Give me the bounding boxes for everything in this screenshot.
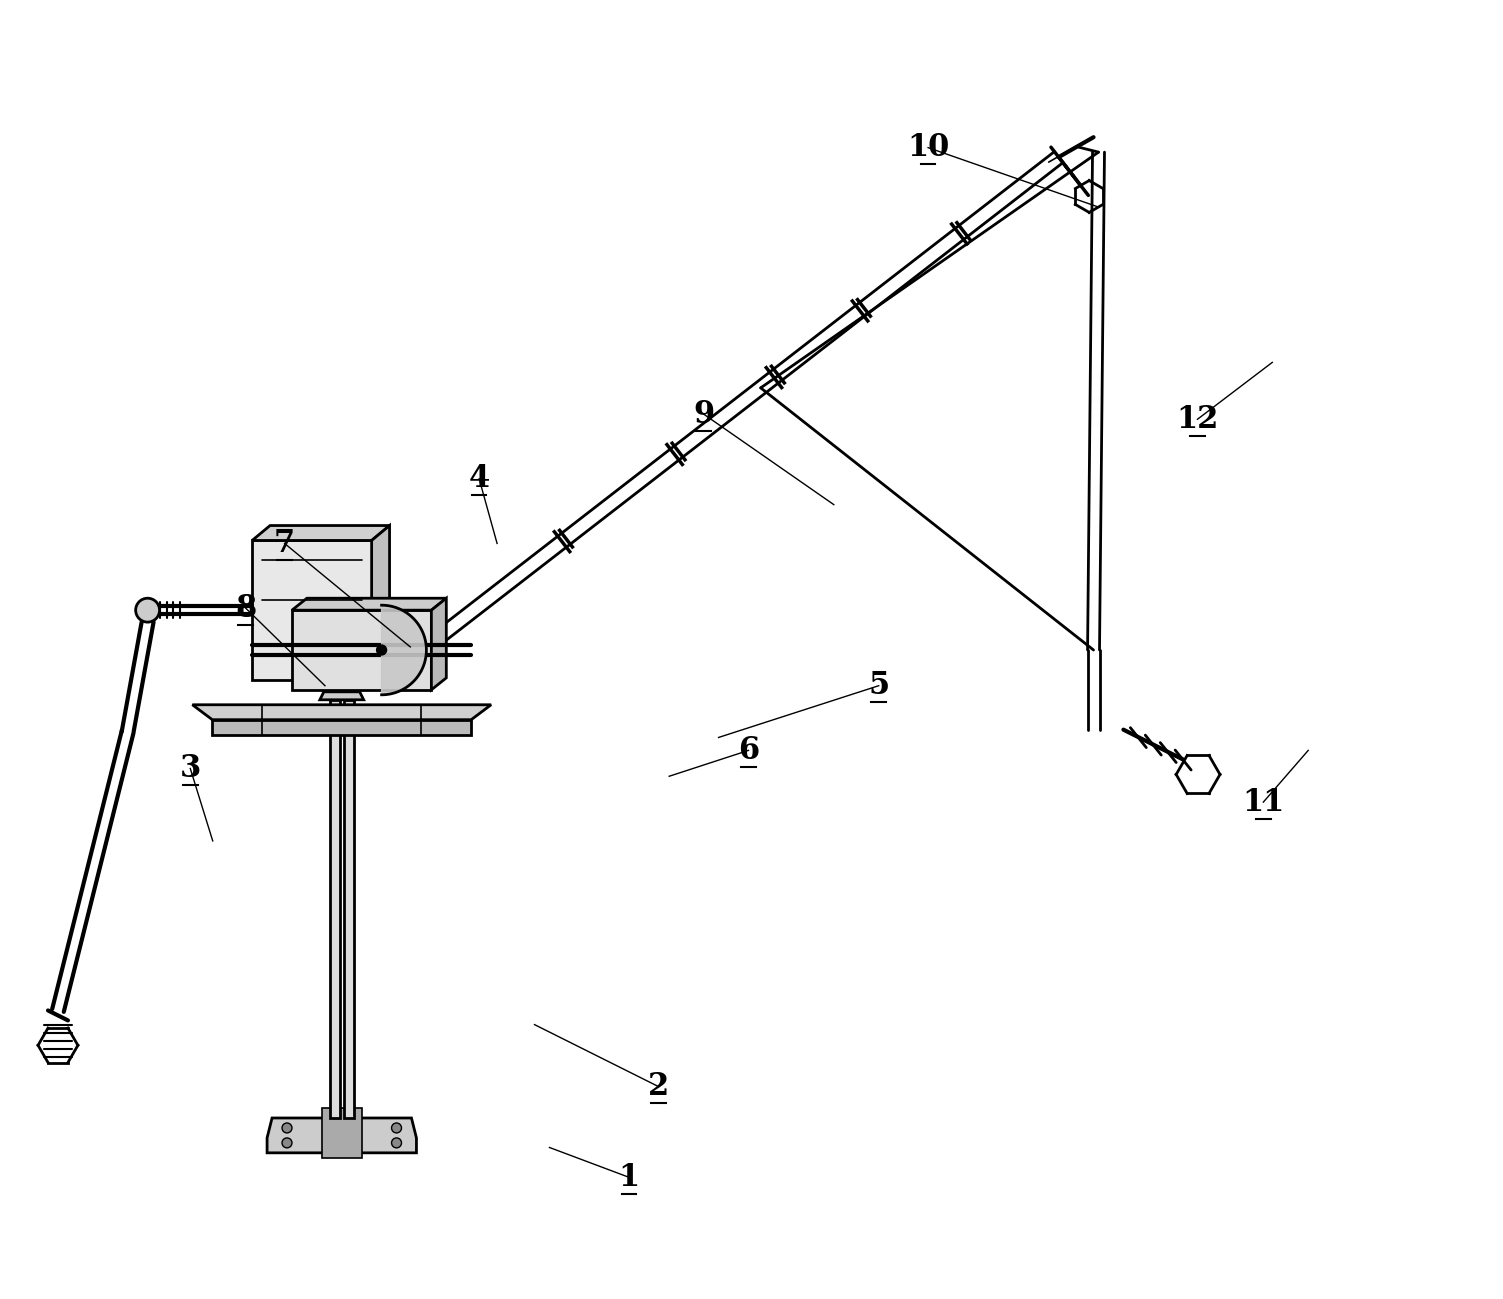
Polygon shape [212,720,472,735]
Text: 1: 1 [618,1161,639,1192]
Text: 3: 3 [179,753,201,785]
Text: 11: 11 [1241,787,1285,817]
Text: 10: 10 [906,132,950,164]
Polygon shape [253,526,389,540]
Circle shape [392,1138,401,1148]
Circle shape [283,1122,292,1133]
Polygon shape [371,526,389,679]
Polygon shape [192,705,491,720]
Text: 4: 4 [469,464,490,494]
Polygon shape [292,599,446,611]
Polygon shape [329,700,340,1118]
Polygon shape [431,599,446,690]
Polygon shape [322,1108,362,1157]
Circle shape [135,599,159,622]
Text: 7: 7 [274,527,295,559]
Circle shape [392,1122,401,1133]
Text: 12: 12 [1177,404,1219,435]
Text: 2: 2 [648,1072,669,1102]
Text: 9: 9 [693,399,714,430]
Circle shape [377,646,386,655]
Polygon shape [253,540,371,679]
Polygon shape [320,692,364,700]
Polygon shape [382,605,427,695]
Text: 5: 5 [869,670,890,701]
Text: 8: 8 [234,592,257,624]
Text: 6: 6 [738,735,759,766]
Polygon shape [344,700,353,1118]
Polygon shape [292,611,431,690]
Circle shape [283,1138,292,1148]
Polygon shape [268,1118,416,1152]
